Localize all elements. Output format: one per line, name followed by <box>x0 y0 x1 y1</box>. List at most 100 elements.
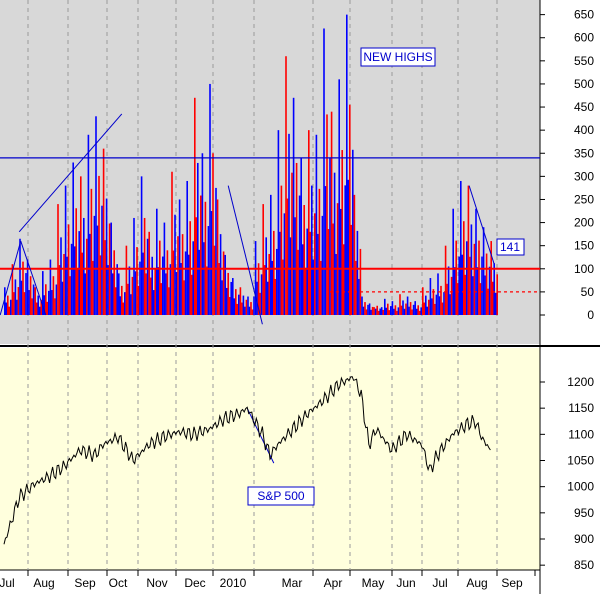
new-highs-bar <box>156 208 158 315</box>
new-highs-bar <box>63 254 65 315</box>
new-highs-bar <box>7 295 9 315</box>
new-highs-bar <box>476 267 479 315</box>
new-highs-bar <box>317 233 319 315</box>
new-highs-bar <box>479 283 482 315</box>
new-highs-bar <box>169 264 172 315</box>
new-highs-bar <box>207 226 210 315</box>
new-highs-bar <box>359 248 362 315</box>
new-highs-bar <box>166 250 169 315</box>
new-highs-bar <box>315 134 318 315</box>
new-highs-bar <box>280 185 283 315</box>
new-highs-bar <box>131 276 134 315</box>
new-highs-bar <box>203 242 205 315</box>
new-highs-bar <box>178 199 181 315</box>
new-highs-bar <box>268 254 270 315</box>
new-highs-bar <box>414 301 416 315</box>
new-highs-bar <box>408 306 410 315</box>
new-highs-bar <box>352 149 354 315</box>
new-highs-bar <box>420 307 422 315</box>
y-tick-label: 250 <box>574 192 594 206</box>
new-highs-bar <box>338 79 340 316</box>
new-highs-bar <box>122 302 125 315</box>
new-highs-bar <box>329 157 331 315</box>
new-highs-bar <box>399 294 401 315</box>
y-tick-label: 550 <box>574 54 594 68</box>
new-highs-bar <box>467 185 470 315</box>
new-highs-bar <box>429 278 432 315</box>
new-highs-bar <box>16 299 18 315</box>
new-highs-bar <box>61 281 64 315</box>
new-highs-bar <box>400 305 403 315</box>
new-highs-bar <box>425 295 427 315</box>
trendline <box>227 185 263 325</box>
trendline <box>468 185 495 265</box>
new-highs-bar <box>55 284 58 315</box>
month-label: Apr <box>324 576 343 590</box>
new-highs-bar <box>133 217 135 315</box>
new-highs-bar <box>304 267 307 315</box>
new-highs-bar <box>256 281 258 315</box>
new-highs-bar <box>405 303 407 315</box>
new-highs-bar <box>128 266 131 315</box>
new-highs-bar <box>333 172 336 315</box>
new-highs-bar <box>326 114 328 315</box>
new-highs-bar <box>487 288 489 315</box>
new-highs-bar <box>312 259 315 315</box>
y-tick-label: 950 <box>574 506 594 520</box>
new-highs-bar <box>444 245 447 315</box>
new-highs-bar <box>298 195 301 315</box>
new-highs-bar <box>239 287 242 315</box>
new-highs-bar <box>295 162 298 315</box>
new-highs-bar <box>292 97 295 315</box>
new-highs-bar <box>349 104 351 315</box>
new-highs-bar <box>232 278 234 315</box>
new-highs-bar <box>66 256 68 315</box>
month-label: May <box>362 576 385 590</box>
new-highs-bar <box>72 162 74 315</box>
new-highs-bar <box>324 186 327 315</box>
new-highs-bar <box>273 230 275 315</box>
new-highs-bar <box>450 276 453 315</box>
new-highs-bar <box>159 240 161 315</box>
new-highs-bar <box>116 264 118 315</box>
new-highs-bar <box>43 295 46 315</box>
current-value-box: 141 <box>496 238 525 256</box>
new-highs-bar <box>466 241 468 315</box>
new-highs-bar <box>335 254 337 315</box>
new-highs-bar <box>241 302 243 315</box>
month-label: Aug <box>466 576 487 590</box>
new-highs-bar <box>300 157 302 315</box>
new-highs-bar <box>428 299 430 315</box>
new-highs-bar <box>384 298 386 315</box>
new-highs-bar <box>353 194 356 315</box>
current-value-label: 141 <box>500 240 520 254</box>
y-tick-label: 650 <box>574 8 594 22</box>
sp500-label-box: S&P 500 <box>247 486 315 506</box>
trendline <box>0 240 22 316</box>
new-highs-bar <box>174 214 176 315</box>
right-axis-bg <box>540 0 600 594</box>
new-highs-bar <box>194 97 196 315</box>
new-highs-bar <box>210 211 213 315</box>
y-tick-label: 400 <box>574 123 594 137</box>
y-tick-label: 500 <box>574 77 594 91</box>
new-highs-bar <box>95 116 97 316</box>
new-highs-bar <box>478 240 480 315</box>
new-highs-bar <box>146 238 149 315</box>
new-highs-bar <box>393 308 395 315</box>
new-highs-bar <box>212 153 214 315</box>
new-highs-bar <box>171 171 173 315</box>
new-highs-bar <box>245 299 248 315</box>
new-highs-bar <box>491 281 494 315</box>
new-highs-bar <box>139 261 141 315</box>
new-highs-bar <box>143 217 146 315</box>
new-highs-bar <box>263 265 266 315</box>
new-highs-bar <box>152 290 155 315</box>
new-highs-bar <box>125 245 128 315</box>
new-highs-bar <box>282 259 284 315</box>
new-highs-bar <box>219 234 222 315</box>
new-highs-bar <box>435 294 438 315</box>
new-highs-bar <box>190 274 193 315</box>
new-highs-bar <box>456 283 459 315</box>
new-highs-bar <box>225 287 228 315</box>
